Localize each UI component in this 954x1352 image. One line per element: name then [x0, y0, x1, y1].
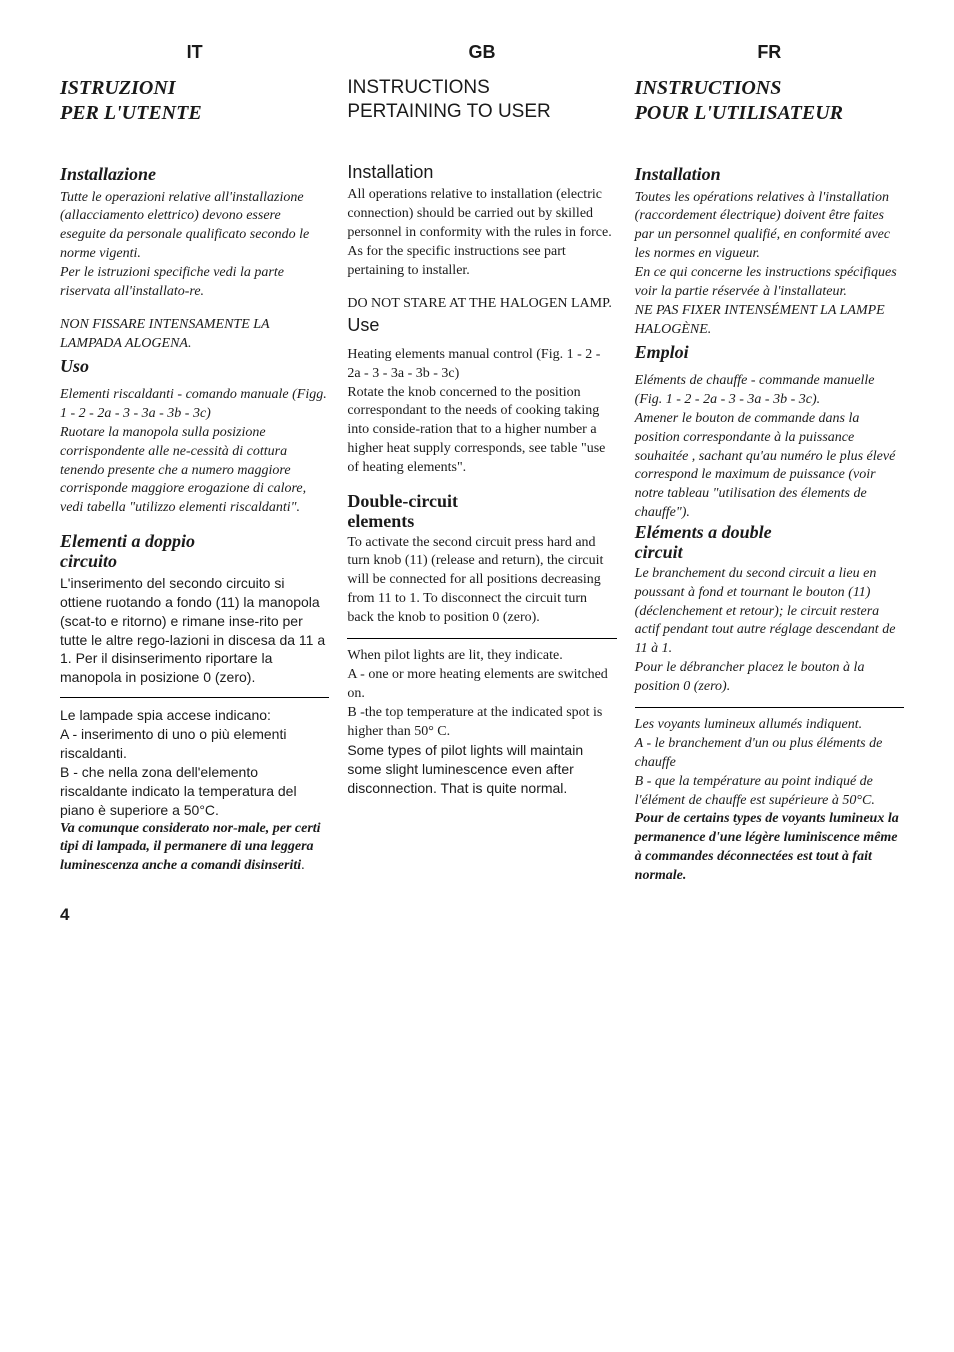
heading-uso: Uso: [60, 354, 329, 378]
para-gb-lamp4: Some types of pilot lights will maintain…: [347, 741, 616, 798]
para-it-uso2: Ruotare la manopola sulla posizione corr…: [60, 424, 329, 518]
title-gb-l2: PERTAINING TO USER: [347, 101, 550, 122]
para-it-dbl: L'inserimento del secondo circuito si ot…: [60, 574, 329, 687]
heading-use: Use: [347, 313, 616, 337]
lang-label-gb: GB: [347, 40, 616, 64]
para-gb-dbl: To activate the second circuit press har…: [347, 534, 616, 628]
divider-it: [60, 697, 329, 698]
heading-elements-double: Eléments a double circuit: [635, 523, 904, 563]
para-fr-dbl2: Pour le débrancher placez le bouton à la…: [635, 659, 904, 697]
title-it-l2: PER L'UTENTE: [60, 102, 202, 124]
para-fr-install: Toutes les opérations relatives à l'inst…: [635, 189, 904, 265]
title-fr-l1: INSTRUCTIONS: [635, 77, 782, 99]
title-it-l1: ISTRUZIONI: [60, 77, 176, 99]
para-fr-lamp2: A - le branchement d'un ou plus éléments…: [635, 735, 904, 773]
heading-doppio-l1: Elementi a doppio: [60, 531, 195, 551]
column-gb: GB INSTRUCTIONS PERTAINING TO USER Insta…: [347, 40, 616, 886]
heading-installation-fr: Installation: [635, 162, 904, 186]
para-it-lamp1: Le lampade spia accese indicano:: [60, 706, 329, 725]
lang-label-it: IT: [60, 40, 329, 64]
para-it-lamp4: Va comunque considerato nor-male, per ce…: [60, 820, 329, 877]
page-number: 4: [60, 904, 904, 927]
heading-emploi: Emploi: [635, 340, 904, 364]
para-it-lamp4-text: Va comunque considerato nor-male, per ce…: [60, 821, 321, 874]
para-gb-lamp1: When pilot lights are lit, they indicate…: [347, 647, 616, 666]
para-gb-use1: Heating elements manual control (Fig. 1 …: [347, 346, 616, 384]
para-it-uso1: Elementi riscaldanti - comando manuale (…: [60, 386, 329, 424]
heading-double: Double-circuit elements: [347, 492, 616, 532]
column-it: IT ISTRUZIONI PER L'UTENTE Installazione…: [60, 40, 329, 886]
lang-label-fr: FR: [635, 40, 904, 64]
para-gb-lamp3: B -the top temperature at the indicated …: [347, 704, 616, 742]
para-fr-emp1: Eléments de chauffe - commande manuelle …: [635, 372, 904, 410]
heading-double-l2: elements: [347, 511, 414, 531]
heading-elements-double-l1: Eléments a double: [635, 522, 772, 542]
divider-gb: [347, 638, 616, 639]
para-it-install2: Per le istruzioni specifiche vedi la par…: [60, 264, 329, 302]
heading-elements-double-l2: circuit: [635, 542, 683, 562]
para-it-lamp2: A - inserimento di uno o più elementi ri…: [60, 725, 329, 763]
para-fr-install2: En ce qui concerne les instructions spéc…: [635, 264, 904, 302]
title-gb: INSTRUCTIONS PERTAINING TO USER: [347, 76, 616, 124]
heading-double-l1: Double-circuit: [347, 491, 458, 511]
para-fr-lamp4: Pour de certains types de voyants lumine…: [635, 810, 904, 886]
para-fr-lamp1: Les voyants lumineux allumés indiquent.: [635, 716, 904, 735]
para-gb-install2: As for the specific instructions see par…: [347, 243, 616, 281]
warning-it: NON FISSARE INTENSAMENTE LA LAMPADA ALOG…: [60, 316, 329, 354]
para-fr-lamp3: B - que la température au point indiqué …: [635, 773, 904, 811]
para-gb-use2: Rotate the knob concerned to the positio…: [347, 384, 616, 478]
heading-installazione: Installazione: [60, 162, 329, 186]
divider-fr: [635, 707, 904, 708]
para-gb-install: All operations relative to installation …: [347, 186, 616, 243]
para-it-lamp3: B - che nella zona dell'elemento riscald…: [60, 763, 329, 820]
para-fr-dbl: Le branchement du second circuit a lieu …: [635, 565, 904, 659]
warning-fr: NE PAS FIXER INTENSÉMENT LA LAMPE HALOGÈ…: [635, 302, 904, 340]
title-fr: INSTRUCTIONS POUR L'UTILISATEUR: [635, 76, 904, 126]
para-it-lamp4-dot: .: [301, 858, 305, 873]
heading-installation-gb: Installation: [347, 160, 616, 184]
warning-gb: DO NOT STARE AT THE HALOGEN LAMP.: [347, 295, 616, 314]
heading-doppio: Elementi a doppio circuito: [60, 532, 329, 572]
title-fr-l2: POUR L'UTILISATEUR: [635, 102, 843, 124]
title-it: ISTRUZIONI PER L'UTENTE: [60, 76, 329, 126]
para-gb-lamp2: A - one or more heating elements are swi…: [347, 666, 616, 704]
para-it-install: Tutte le operazioni relative all'install…: [60, 189, 329, 265]
para-fr-emp2: Amener le bouton de commande dans la pos…: [635, 410, 904, 523]
title-gb-l1: INSTRUCTIONS: [347, 77, 490, 98]
column-fr: FR INSTRUCTIONS POUR L'UTILISATEUR Insta…: [635, 40, 904, 886]
heading-doppio-l2: circuito: [60, 551, 117, 571]
